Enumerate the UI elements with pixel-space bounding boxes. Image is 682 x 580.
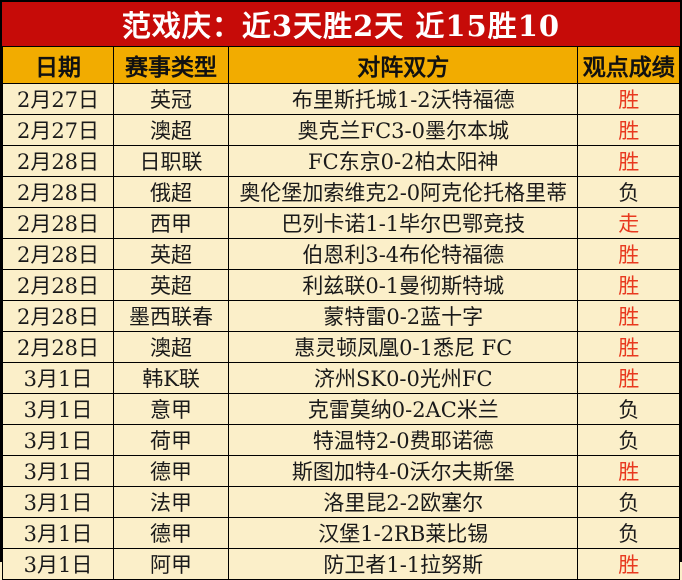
match-cell: 蒙特雷0-2蓝十字 bbox=[228, 300, 579, 332]
match-cell: 济州SK0-0光州FC bbox=[228, 362, 579, 394]
result-cell: 负 bbox=[577, 393, 680, 425]
table-row: 2月28日 英超 伯恩利3-4布伦特福德 胜 bbox=[1, 238, 680, 270]
date-cell: 3月1日 bbox=[1, 517, 115, 549]
league-cell: 澳超 bbox=[113, 114, 230, 146]
league-cell: 澳超 bbox=[113, 331, 230, 363]
result-cell: 胜 bbox=[577, 455, 680, 487]
league-cell: 日职联 bbox=[113, 145, 230, 177]
league-cell: 阿甲 bbox=[113, 548, 230, 580]
date-cell: 2月28日 bbox=[1, 207, 115, 239]
date-cell: 3月1日 bbox=[1, 362, 115, 394]
league-cell: 荷甲 bbox=[113, 424, 230, 456]
table-row: 3月1日 德甲 汉堡1-2RB莱比锡 负 bbox=[1, 517, 680, 549]
result-cell: 胜 bbox=[577, 362, 680, 394]
table-row: 2月28日 日职联 FC东京0-2柏太阳神 胜 bbox=[1, 145, 680, 177]
table-row: 2月28日 英超 利兹联0-1曼彻斯特城 胜 bbox=[1, 269, 680, 301]
result-cell: 负 bbox=[577, 176, 680, 208]
league-cell: 德甲 bbox=[113, 517, 230, 549]
league-cell: 意甲 bbox=[113, 393, 230, 425]
match-cell: 伯恩利3-4布伦特福德 bbox=[228, 238, 579, 270]
result-cell: 负 bbox=[577, 424, 680, 456]
date-cell: 2月28日 bbox=[1, 269, 115, 301]
league-cell: 墨西联春 bbox=[113, 300, 230, 332]
table-row: 2月27日 澳超 奥克兰FC3-0墨尔本城 胜 bbox=[1, 114, 680, 146]
table-row: 2月28日 俄超 奥伦堡加索维克2-0阿克伦托格里蒂 负 bbox=[1, 176, 680, 208]
match-cell: 奥伦堡加索维克2-0阿克伦托格里蒂 bbox=[228, 176, 579, 208]
header-date: 日期 bbox=[1, 46, 115, 84]
date-cell: 2月27日 bbox=[1, 114, 115, 146]
result-cell: 胜 bbox=[577, 83, 680, 115]
result-cell: 走 bbox=[577, 207, 680, 239]
league-cell: 德甲 bbox=[113, 455, 230, 487]
league-cell: 法甲 bbox=[113, 486, 230, 518]
page-title: 范戏庆：近3天胜2天 近15胜10 bbox=[2, 2, 680, 46]
date-cell: 2月28日 bbox=[1, 176, 115, 208]
table-row: 3月1日 阿甲 防卫者1-1拉努斯 胜 bbox=[1, 548, 680, 580]
match-cell: 斯图加特4-0沃尔夫斯堡 bbox=[228, 455, 579, 487]
header-row: 日期 赛事类型 对阵双方 观点成绩 bbox=[1, 46, 680, 84]
result-cell: 胜 bbox=[577, 269, 680, 301]
date-cell: 2月28日 bbox=[1, 238, 115, 270]
table-row: 2月28日 墨西联春 蒙特雷0-2蓝十字 胜 bbox=[1, 300, 680, 332]
table-row: 3月1日 意甲 克雷莫纳0-2AC米兰 负 bbox=[1, 393, 680, 425]
match-cell: 奥克兰FC3-0墨尔本城 bbox=[228, 114, 579, 146]
match-cell: 巴列卡诺1-1毕尔巴鄂竞技 bbox=[228, 207, 579, 239]
result-cell: 胜 bbox=[577, 331, 680, 363]
match-cell: FC东京0-2柏太阳神 bbox=[228, 145, 579, 177]
date-cell: 3月1日 bbox=[1, 393, 115, 425]
table-row: 2月27日 英冠 布里斯托城1-2沃特福德 胜 bbox=[1, 83, 680, 115]
league-cell: 英超 bbox=[113, 238, 230, 270]
league-cell: 韩K联 bbox=[113, 362, 230, 394]
date-cell: 3月1日 bbox=[1, 486, 115, 518]
league-cell: 西甲 bbox=[113, 207, 230, 239]
table-row: 2月28日 西甲 巴列卡诺1-1毕尔巴鄂竞技 走 bbox=[1, 207, 680, 239]
match-cell: 防卫者1-1拉努斯 bbox=[228, 548, 579, 580]
table-row: 3月1日 荷甲 特温特2-0费耶诺德 负 bbox=[1, 424, 680, 456]
result-cell: 胜 bbox=[577, 114, 680, 146]
result-cell: 负 bbox=[577, 517, 680, 549]
date-cell: 3月1日 bbox=[1, 548, 115, 580]
results-table: 日期 赛事类型 对阵双方 观点成绩 2月27日 英冠 布里斯托城1-2沃特福德 … bbox=[1, 46, 680, 580]
date-cell: 2月28日 bbox=[1, 300, 115, 332]
date-cell: 2月27日 bbox=[1, 83, 115, 115]
league-cell: 英冠 bbox=[113, 83, 230, 115]
header-result: 观点成绩 bbox=[577, 46, 680, 84]
result-cell: 负 bbox=[577, 486, 680, 518]
table-row: 3月1日 韩K联 济州SK0-0光州FC 胜 bbox=[1, 362, 680, 394]
header-league: 赛事类型 bbox=[113, 46, 230, 84]
match-cell: 汉堡1-2RB莱比锡 bbox=[228, 517, 579, 549]
date-cell: 3月1日 bbox=[1, 424, 115, 456]
match-cell: 惠灵顿凤凰0-1悉尼 FC bbox=[228, 331, 579, 363]
match-cell: 利兹联0-1曼彻斯特城 bbox=[228, 269, 579, 301]
table-row: 3月1日 德甲 斯图加特4-0沃尔夫斯堡 胜 bbox=[1, 455, 680, 487]
table-row: 2月28日 澳超 惠灵顿凤凰0-1悉尼 FC 胜 bbox=[1, 331, 680, 363]
result-cell: 胜 bbox=[577, 300, 680, 332]
result-cell: 胜 bbox=[577, 548, 680, 580]
date-cell: 2月28日 bbox=[1, 331, 115, 363]
match-cell: 特温特2-0费耶诺德 bbox=[228, 424, 579, 456]
result-cell: 胜 bbox=[577, 145, 680, 177]
result-cell: 胜 bbox=[577, 238, 680, 270]
header-match: 对阵双方 bbox=[228, 46, 579, 84]
match-cell: 布里斯托城1-2沃特福德 bbox=[228, 83, 579, 115]
table-row: 3月1日 法甲 洛里昆2-2欧塞尔 负 bbox=[1, 486, 680, 518]
league-cell: 英超 bbox=[113, 269, 230, 301]
league-cell: 俄超 bbox=[113, 176, 230, 208]
match-cell: 克雷莫纳0-2AC米兰 bbox=[228, 393, 579, 425]
date-cell: 2月28日 bbox=[1, 145, 115, 177]
match-cell: 洛里昆2-2欧塞尔 bbox=[228, 486, 579, 518]
date-cell: 3月1日 bbox=[1, 455, 115, 487]
